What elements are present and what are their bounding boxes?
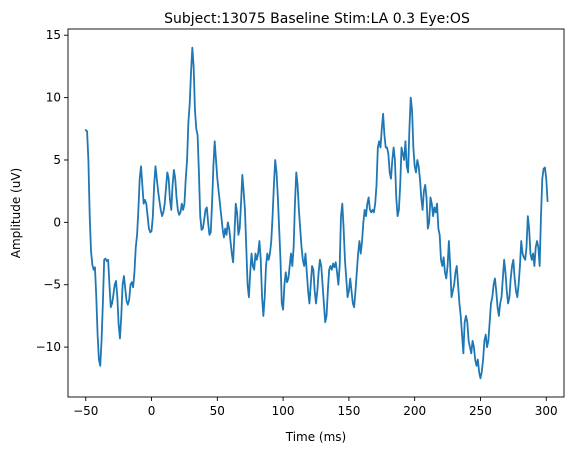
x-tick-label: −50 (73, 404, 98, 418)
x-tick-label: 200 (403, 404, 426, 418)
y-tick-label: 5 (53, 153, 61, 167)
chart-title: Subject:13075 Baseline Stim:LA 0.3 Eye:O… (164, 11, 470, 27)
x-tick-label: 50 (210, 404, 225, 418)
x-axis-label: Time (ms) (285, 430, 347, 444)
y-tick-label: −5 (43, 278, 61, 292)
y-tick-label: 15 (46, 28, 61, 42)
x-tick-label: 100 (272, 404, 295, 418)
plot-frame (67, 28, 565, 398)
x-tick-label: 300 (535, 404, 558, 418)
x-tick-label: 150 (337, 404, 360, 418)
signal-line (84, 46, 549, 380)
y-axis-label: Amplitude (uV) (9, 168, 23, 259)
y-axis-ticks: −10 −5 0 5 10 15 (36, 28, 68, 354)
x-tick-label: 250 (469, 404, 492, 418)
y-tick-label: 10 (46, 91, 61, 105)
x-axis-ticks: −50 0 50 100 150 200 250 300 (73, 397, 558, 418)
plot-area (67, 28, 565, 398)
y-tick-label: −10 (36, 340, 61, 354)
x-tick-label: 0 (148, 404, 156, 418)
y-tick-label: 0 (53, 215, 61, 229)
